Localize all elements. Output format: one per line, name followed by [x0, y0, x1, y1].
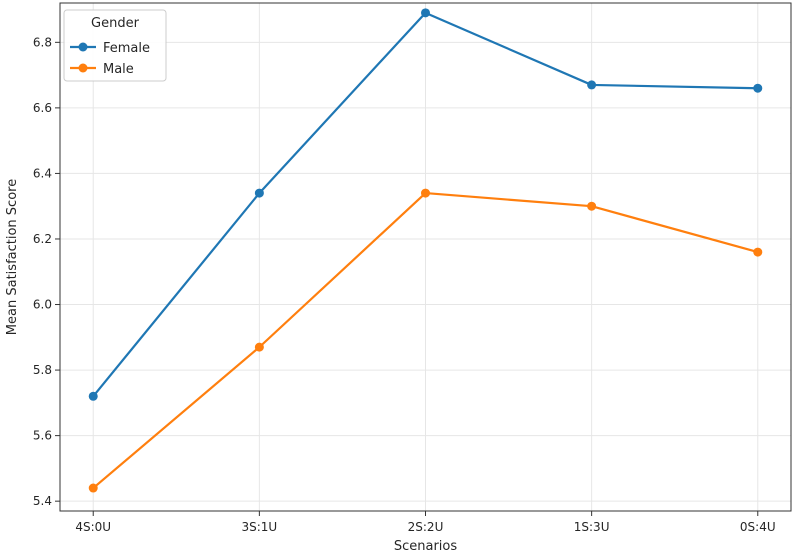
x-tick-label: 3S:1U — [242, 520, 278, 534]
series-female — [88, 8, 763, 401]
data-point — [254, 342, 264, 352]
series-layer — [88, 8, 763, 493]
grid-layer — [60, 3, 791, 511]
y-tick-label: 5.6 — [33, 429, 52, 443]
x-tick-label: 1S:3U — [574, 520, 610, 534]
series-male — [88, 188, 763, 493]
data-point — [421, 188, 430, 198]
y-tick-label: 5.8 — [33, 363, 52, 377]
legend-box — [63, 9, 167, 82]
data-point — [88, 483, 98, 493]
y-tick-label: 6.4 — [33, 166, 52, 180]
legend-items: Female Male — [70, 41, 150, 77]
data-point — [753, 247, 763, 257]
y-tick-label: 5.4 — [33, 494, 52, 508]
data-point — [587, 80, 597, 90]
y-tick-label: 6.6 — [33, 101, 52, 115]
data-point — [421, 8, 430, 18]
legend-swatch-marker — [78, 63, 88, 73]
y-tick-label: 6.8 — [33, 35, 52, 49]
legend: Gender Female Male — [63, 9, 167, 82]
data-point — [254, 188, 264, 198]
x-tick-label: 4S:0U — [75, 520, 111, 534]
y-tick-label: 6.2 — [33, 232, 52, 246]
ticks-layer: 4S:0U 3S:1U 2S:2U 1S:3U 0S:4U 5.4 5.6 5.8 6.0 6.2… — [33, 35, 776, 534]
data-point — [587, 201, 597, 211]
legend-title: Gender — [91, 16, 140, 31]
x-axis-label: Scenarios — [394, 539, 458, 554]
legend-label: Male — [103, 62, 134, 77]
data-point — [88, 391, 98, 401]
x-tick-label: 2S:2U — [408, 520, 444, 534]
legend-swatch-marker — [78, 42, 88, 52]
data-point — [753, 83, 763, 93]
y-axis-label: Mean Satisfaction Score — [5, 179, 20, 335]
y-tick-label: 6.0 — [33, 298, 52, 312]
legend-label: Female — [103, 41, 150, 56]
x-tick-label: 0S:4U — [740, 520, 776, 534]
